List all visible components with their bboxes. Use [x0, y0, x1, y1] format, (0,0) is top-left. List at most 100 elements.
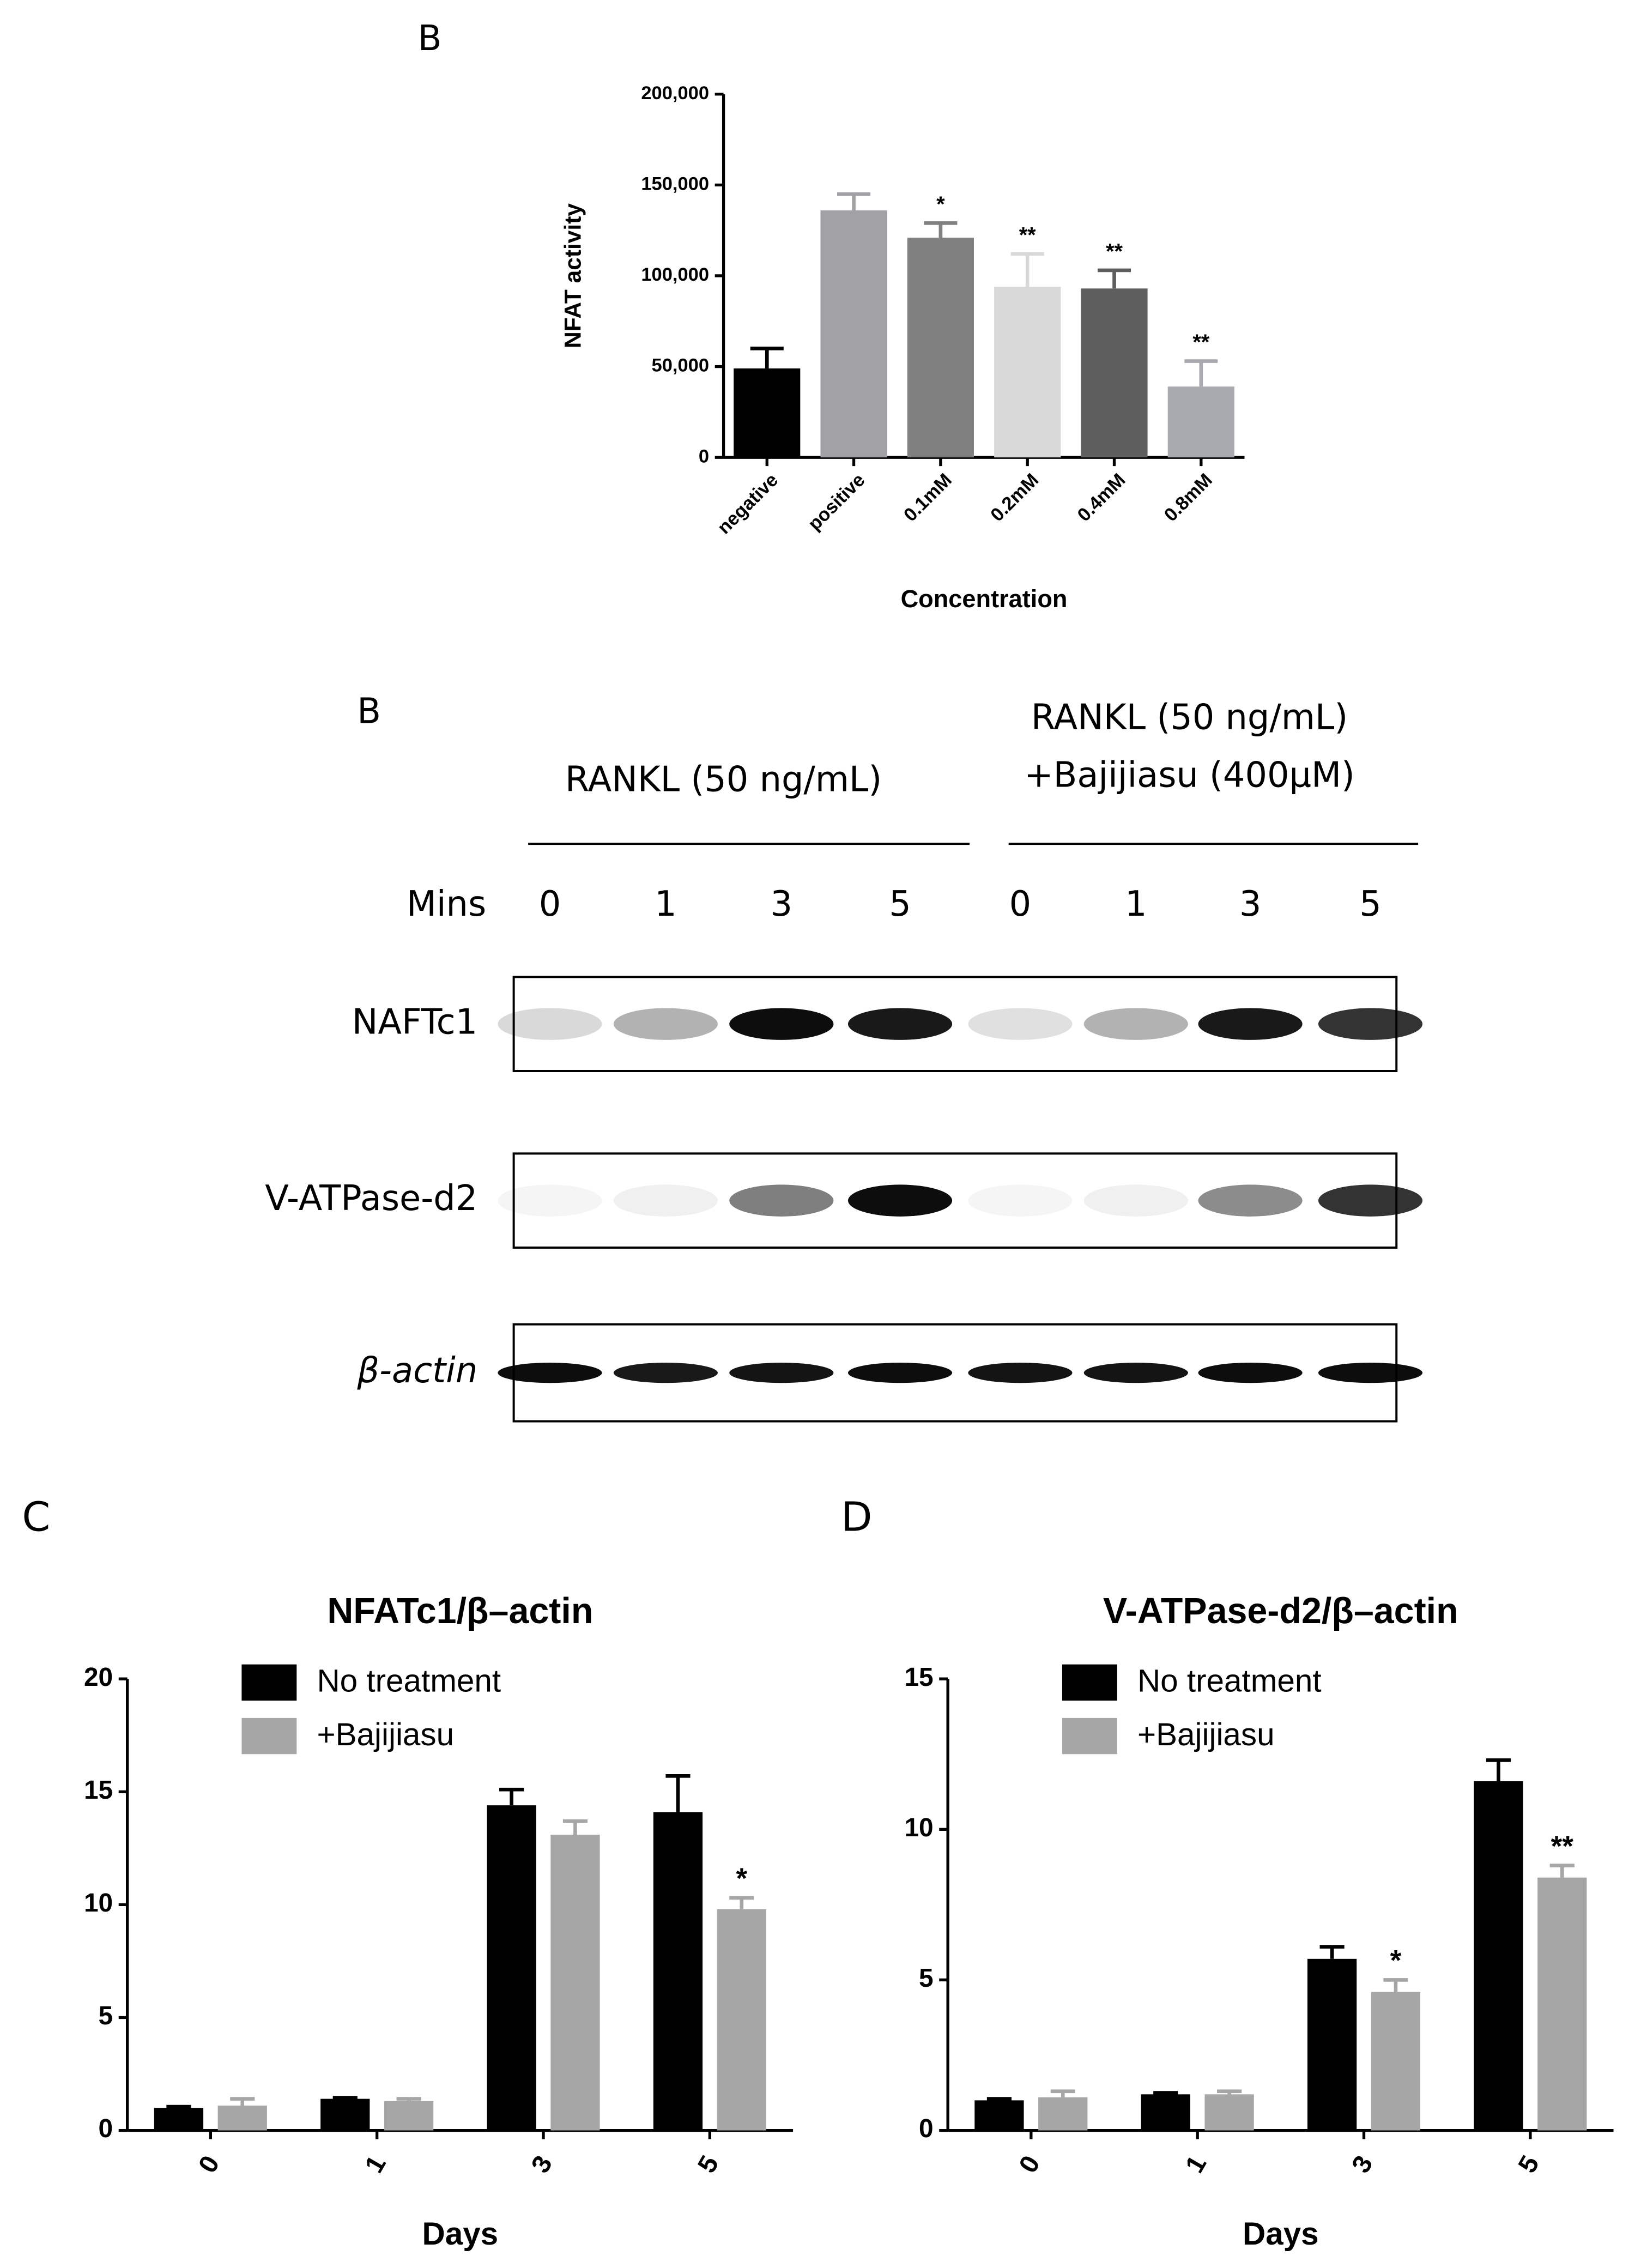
- x-tick-label: 3: [1346, 2151, 1378, 2178]
- panel-label: B: [357, 692, 381, 732]
- error-bar: [1184, 359, 1218, 387]
- significance-label: *: [936, 192, 945, 216]
- x-tick-label: 3: [526, 2151, 558, 2178]
- significance-label: **: [1192, 330, 1209, 354]
- row-label: V-ATPase-d2: [265, 1178, 477, 1219]
- error-bar: [166, 2104, 191, 2109]
- western-blot: B B RANKL (50 ng/mL) RANKL (50 ng/mL) +B…: [265, 19, 1423, 1423]
- band: [1198, 1363, 1303, 1383]
- lane-label: 5: [1359, 884, 1382, 924]
- bar: [994, 286, 1061, 458]
- bar: [1371, 1992, 1421, 2131]
- bar: [734, 368, 801, 458]
- error-bar: [837, 192, 871, 211]
- bar: [1537, 1877, 1587, 2131]
- x-tick-label: 0.1mM: [900, 470, 956, 526]
- lane-label: 3: [771, 884, 793, 924]
- y-tick-label: 100,000: [641, 264, 709, 285]
- y-tick-label: 0: [99, 2114, 113, 2143]
- y-tick-label: 15: [904, 1663, 933, 1692]
- error-bar: [986, 2097, 1012, 2101]
- legend-swatch: [1062, 1717, 1117, 1755]
- legend-label: No treatment: [317, 1664, 501, 1699]
- band: [613, 1184, 718, 1217]
- error-bar: [562, 1819, 588, 1835]
- chart-title: NFATc1/β–actin: [327, 1591, 593, 1631]
- x-tick-label: 0: [1014, 2151, 1046, 2178]
- error-bar: [1549, 1864, 1575, 1878]
- bar: [217, 2106, 267, 2131]
- bar: [1038, 2097, 1088, 2131]
- band: [1198, 1184, 1303, 1217]
- lane-label: 0: [539, 884, 561, 924]
- error-bar: [1217, 2089, 1242, 2095]
- lane-label: 5: [889, 884, 911, 924]
- bar: [820, 210, 887, 458]
- bar: [1081, 288, 1148, 458]
- significance-label: *: [1390, 1945, 1402, 1977]
- x-tick-label: 0.8mM: [1160, 470, 1216, 526]
- x-tick-label: 1: [360, 2151, 392, 2178]
- bar: [653, 1812, 703, 2131]
- band: [1318, 1008, 1423, 1040]
- significance-label: *: [736, 1862, 747, 1895]
- error-bar: [1097, 268, 1131, 289]
- error-bar: [332, 2096, 358, 2100]
- x-tick-label: 5: [1513, 2151, 1545, 2178]
- band: [847, 1363, 953, 1383]
- band: [1083, 1008, 1188, 1040]
- y-axis-label: NFAT activity: [560, 203, 586, 348]
- legend-label: +Bajijiasu: [317, 1717, 454, 1752]
- band: [968, 1184, 1073, 1217]
- blot-frame: [512, 1152, 1398, 1249]
- significance-label: **: [1019, 223, 1036, 247]
- x-axis-label: Concentration: [901, 585, 1068, 613]
- bar: [1307, 1958, 1357, 2131]
- panel-label: C: [22, 1493, 50, 1541]
- error-bar: [1383, 1978, 1408, 1992]
- row-label: NAFTc1: [352, 1002, 477, 1042]
- bar: [1141, 2094, 1190, 2131]
- band: [968, 1008, 1073, 1040]
- band: [1083, 1363, 1188, 1383]
- legend-label: +Bajijiasu: [1137, 1717, 1275, 1752]
- band: [729, 1184, 834, 1217]
- band: [613, 1363, 718, 1383]
- error-bar: [924, 221, 958, 238]
- error-bar: [396, 2097, 421, 2101]
- lane-label: 0: [1009, 884, 1032, 924]
- legend-swatch: [241, 1664, 297, 1701]
- lane-header: Mins: [407, 884, 486, 924]
- y-tick-label: 5: [99, 2001, 113, 2030]
- bar: [384, 2101, 434, 2131]
- panel-label: D: [841, 1493, 872, 1541]
- chart: C 0 5 10 15 20 0 1 3 5 Days NFATc1/β–actin No treatm…: [22, 1493, 794, 2252]
- x-tick-label: 0.4mM: [1074, 470, 1130, 526]
- band: [847, 1184, 953, 1217]
- bar: [550, 1834, 600, 2131]
- lane-label: 1: [1125, 884, 1147, 924]
- band: [613, 1008, 718, 1040]
- error-bar: [1050, 2089, 1075, 2097]
- y-tick-label: 200,000: [641, 83, 709, 104]
- panel-label: B: [418, 19, 442, 59]
- error-bar: [750, 346, 784, 368]
- bar: [717, 1909, 766, 2131]
- x-axis-label: Days: [1243, 2216, 1319, 2252]
- legend-label: No treatment: [1137, 1664, 1322, 1699]
- significance-label: **: [1551, 1830, 1574, 1862]
- chart: D 0 5 10 15 0 1 3 5 Days V-ATPase-d2/β–actin No tre…: [841, 1493, 1614, 2252]
- y-tick-label: 10: [904, 1813, 933, 1842]
- group-label: RANKL (50 ng/mL): [565, 760, 882, 800]
- bar: [1204, 2094, 1254, 2131]
- x-tick-label: 0: [193, 2151, 225, 2178]
- x-tick-label: negative: [713, 470, 782, 539]
- x-tick-label: 0.2mM: [986, 470, 1043, 526]
- error-bar: [499, 1787, 524, 1806]
- chart: 0 50,000 100,000 150,000 200,000 negative posi…: [560, 83, 1245, 613]
- error-bar: [1010, 252, 1044, 287]
- chart-title: V-ATPase-d2/β–actin: [1103, 1591, 1458, 1631]
- y-tick-label: 50,000: [652, 355, 710, 376]
- band: [968, 1363, 1073, 1383]
- y-tick-label: 10: [84, 1889, 113, 1918]
